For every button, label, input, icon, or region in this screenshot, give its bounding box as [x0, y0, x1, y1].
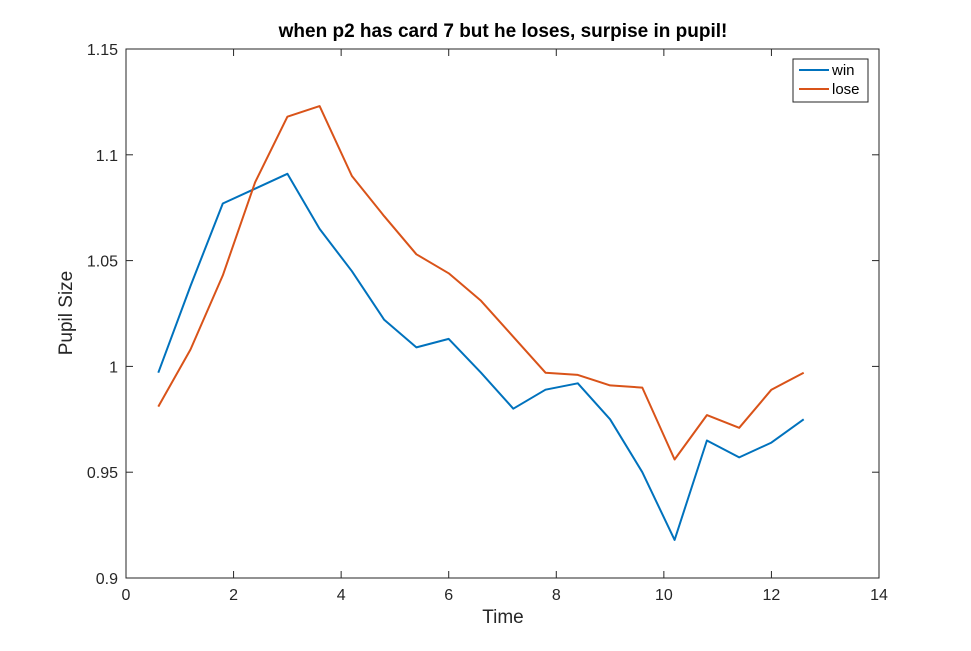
x-tick-label: 0 — [122, 587, 131, 604]
series-line-win — [157, 172, 805, 541]
y-tick-label: 1.1 — [96, 148, 118, 165]
x-tick-label: 12 — [763, 587, 781, 604]
x-tick-label: 10 — [655, 587, 673, 604]
y-tick-label: 0.95 — [87, 465, 118, 482]
series-line-lose — [157, 105, 805, 461]
y-tick-label: 1.15 — [87, 42, 118, 59]
x-tick-label: 8 — [552, 587, 561, 604]
legend-label-lose: lose — [832, 81, 860, 98]
x-tick-label: 4 — [337, 587, 346, 604]
chart-title: when p2 has card 7 but he loses, surpise… — [278, 21, 728, 42]
legend: win lose — [792, 58, 869, 103]
x-tick-label: 14 — [870, 587, 888, 604]
x-axis-title: Time — [482, 607, 524, 628]
y-axis-title: Pupil Size — [56, 271, 77, 356]
x-tick-label: 2 — [229, 587, 238, 604]
y-tick-label: 1.05 — [87, 254, 118, 271]
plot-area: 0 2 4 6 8 10 12 14 0.9 0.95 1 1.05 1.1 1.15 — [87, 42, 888, 604]
y-tick-label: 0.9 — [96, 571, 118, 588]
legend-label-win: win — [831, 62, 855, 79]
x-tick-label: 6 — [444, 587, 453, 604]
axes-box — [125, 48, 880, 579]
legend-box — [792, 58, 869, 103]
y-tick-label: 1 — [109, 359, 118, 376]
